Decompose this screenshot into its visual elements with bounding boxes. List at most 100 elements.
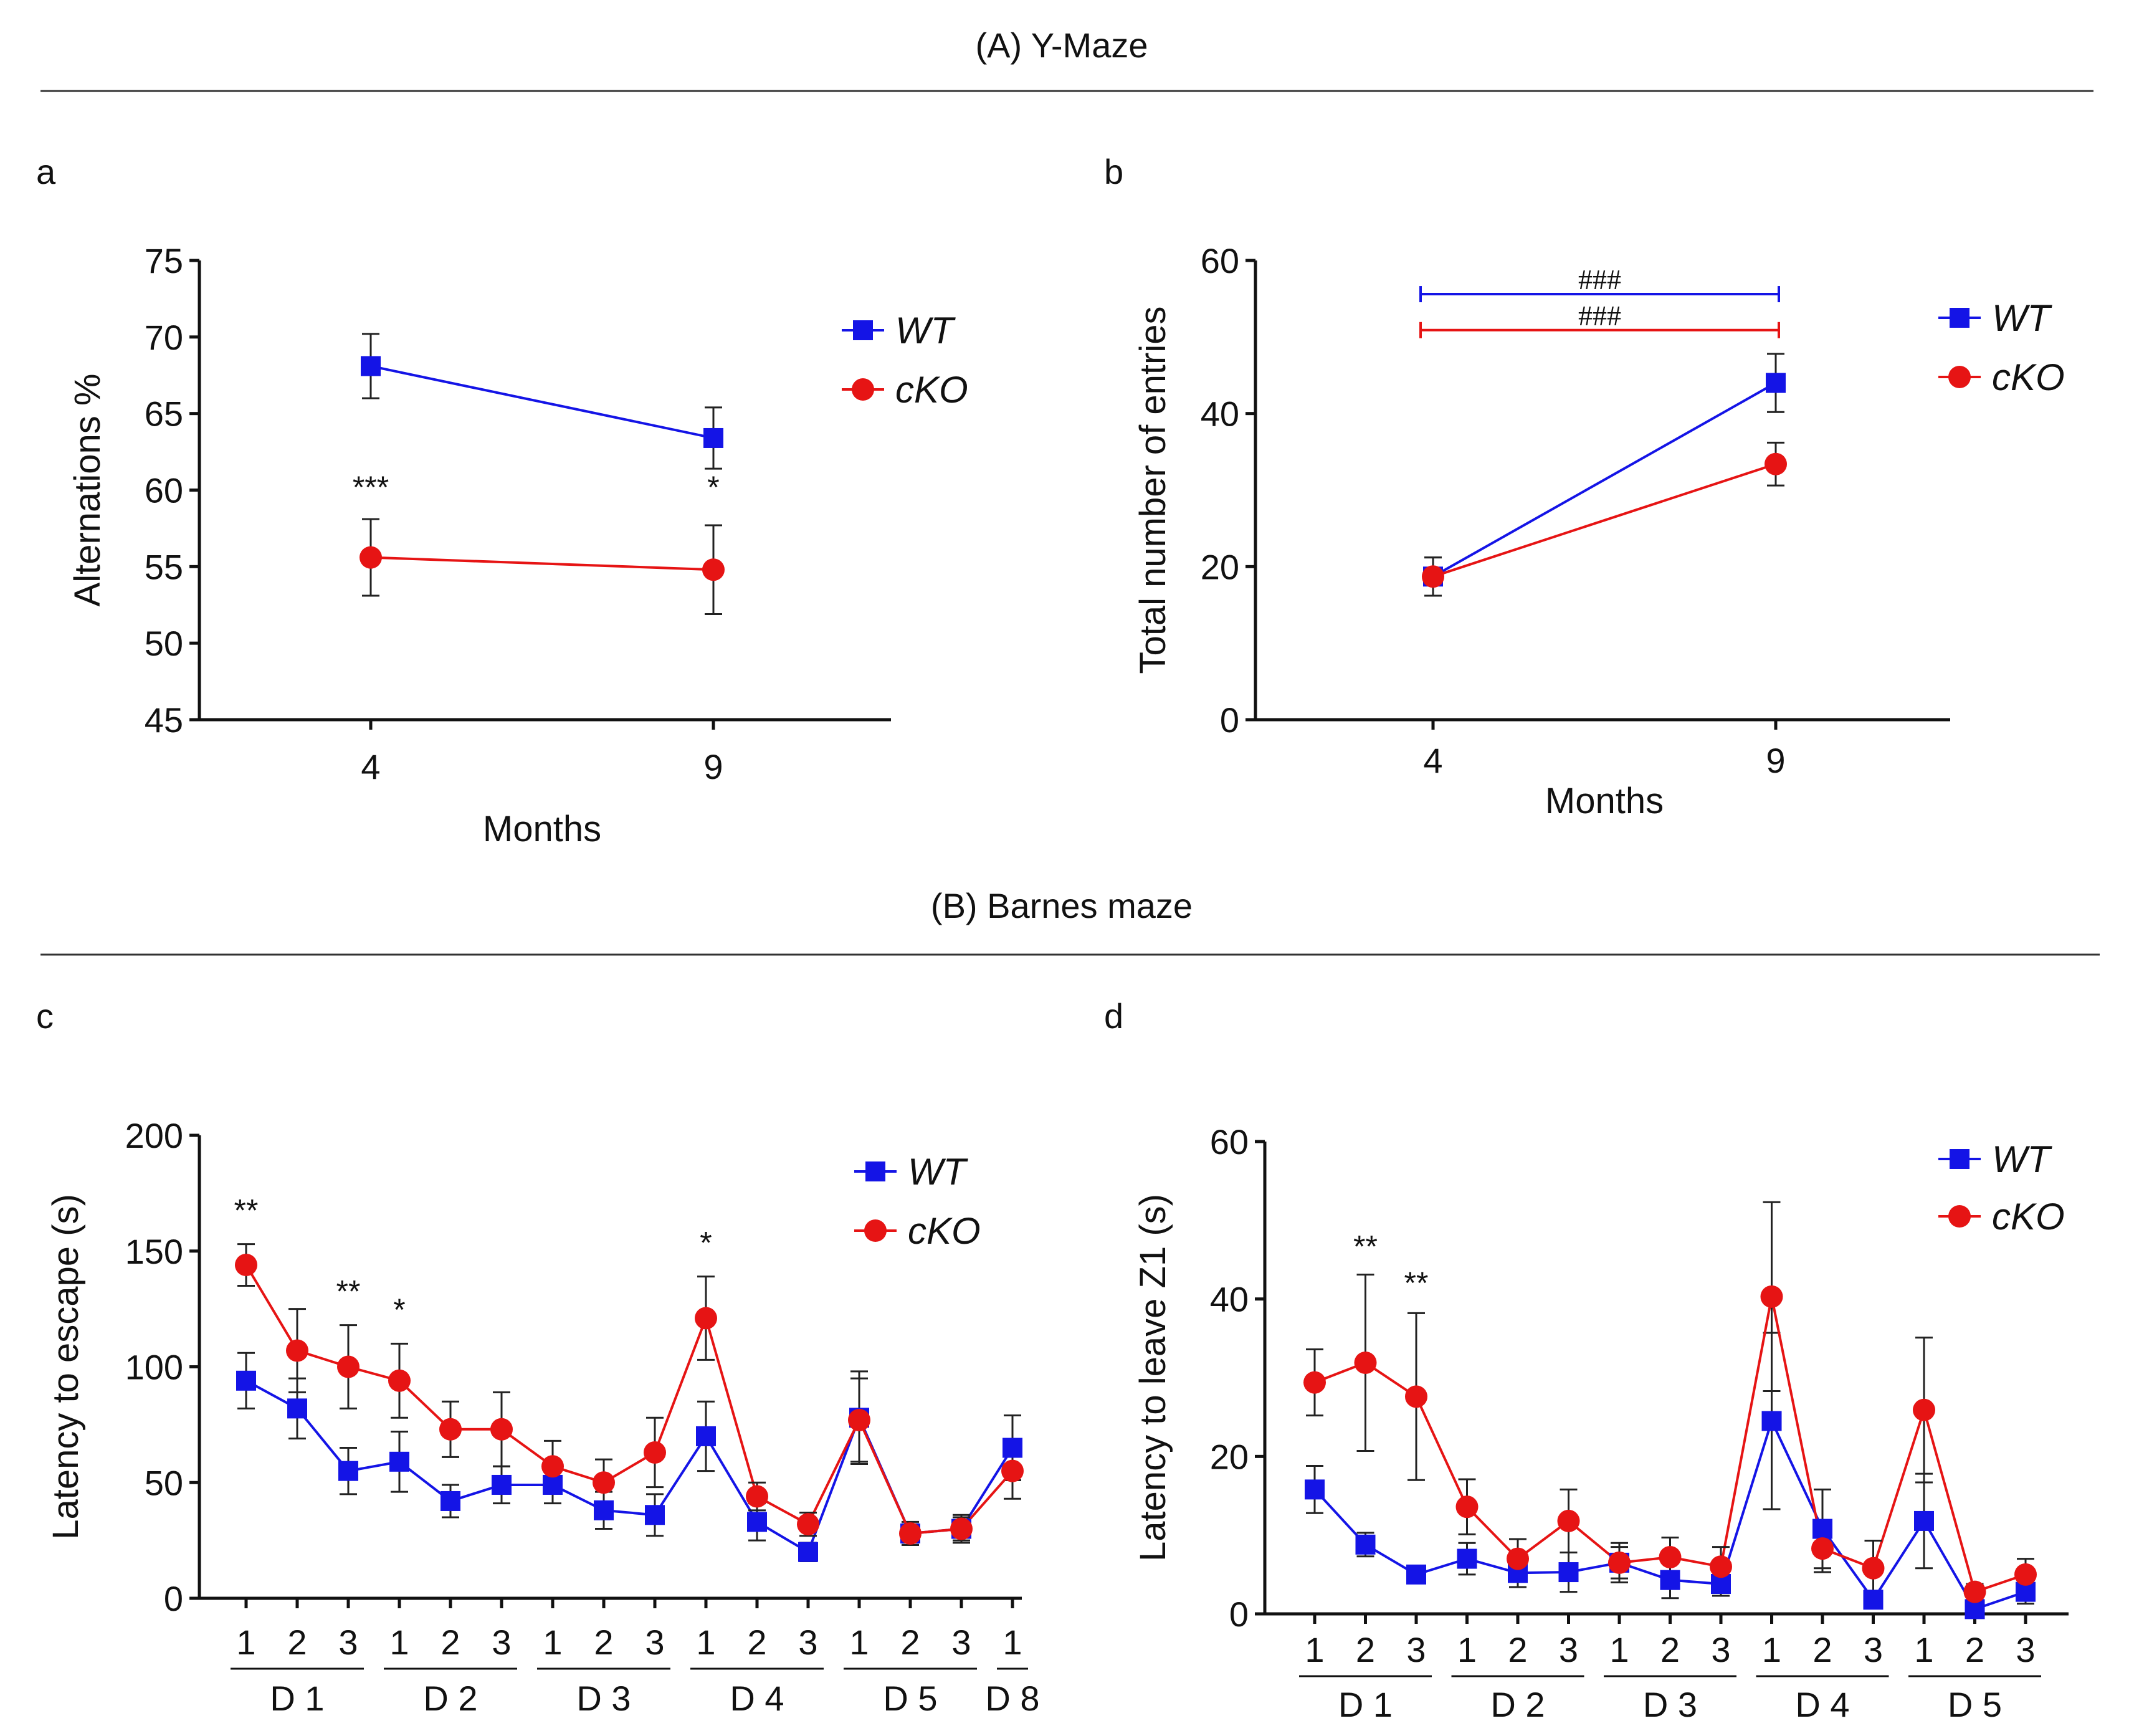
section-title-ymaze: (A) Y-Maze [976,26,1148,65]
group-label: D 8 [985,1679,1039,1718]
panel-letter-a: a [36,152,56,191]
y-tick-label: 150 [125,1232,183,1271]
point-wt [1558,1562,1579,1583]
point-cko [1455,1495,1479,1519]
point-cko [1405,1385,1427,1408]
x-tick-label: 3 [338,1623,358,1662]
x-tick-label: 2 [1812,1630,1832,1669]
legend-marker-cko [1948,366,1971,388]
point-cko [439,1418,462,1441]
point-cko [360,546,382,569]
legend-marker-cko [864,1219,887,1242]
x-tick-label: 3 [645,1623,664,1662]
point-wt [798,1542,818,1562]
point-cko [1765,452,1787,475]
y-tick-label: 65 [145,394,183,434]
legend-marker-wt [865,1161,885,1181]
legend-label: cKO [908,1210,981,1252]
point-wt [747,1512,767,1532]
y-tick-label: 60 [1201,241,1239,280]
group-label: D 2 [1490,1685,1545,1724]
point-cko [797,1513,819,1536]
x-tick-label: 1 [1762,1630,1781,1669]
y-axis-label: Latency to escape (s) [45,1194,86,1540]
point-wt [1003,1438,1022,1458]
point-wt [645,1505,665,1525]
point-cko [746,1485,768,1508]
legend-label: WT [908,1151,969,1193]
x-tick-label: 2 [287,1623,307,1662]
series-line-cko [245,1264,1014,1535]
x-tick-label: 3 [1559,1630,1578,1669]
point-wt [1305,1479,1325,1500]
point-wt [703,427,723,448]
y-tick-label: 0 [1229,1595,1249,1634]
point-wt [1761,1411,1782,1431]
y-tick-label: 200 [125,1116,183,1155]
group-label: D 4 [730,1679,784,1718]
point-wt [1812,1519,1832,1539]
y-tick-label: 20 [1201,547,1239,586]
y-tick-label: 20 [1210,1437,1249,1476]
point-wt [594,1500,614,1520]
y-tick-label: 0 [1220,700,1239,740]
y-tick-label: 55 [145,547,183,586]
x-tick-label: 3 [1406,1630,1426,1669]
y-axis-label: Total number of entries [1133,307,1173,674]
x-tick-label: 3 [2016,1630,2035,1669]
x-tick-label: 3 [1864,1630,1883,1669]
point-cko [950,1517,973,1540]
series-line-cko [1432,462,1776,578]
x-tick-label: 2 [1965,1630,1984,1669]
point-cko [1001,1459,1024,1482]
y-tick-label: 60 [1210,1122,1249,1161]
point-cko [337,1355,360,1378]
point-wt [1863,1590,1884,1610]
point-cko [1710,1555,1732,1578]
legend-label: cKO [1992,1196,2065,1238]
significance-label: ** [1404,1266,1429,1300]
point-wt [1766,373,1786,393]
point-cko [1862,1557,1885,1580]
series-line-wt [370,365,714,439]
point-wt [389,1451,409,1472]
y-tick-label: 50 [145,1463,183,1502]
group-label: D 1 [1338,1685,1393,1724]
x-axis-label: Months [1545,781,1664,821]
x-tick-label: 3 [798,1623,817,1662]
point-wt [361,356,381,376]
group-label: D 5 [883,1679,937,1718]
point-wt [492,1474,512,1495]
x-tick-label: 9 [703,747,723,786]
significance-label: ** [336,1274,361,1309]
x-tick-label: 2 [594,1623,613,1662]
x-tick-label: 1 [1457,1630,1477,1669]
point-cko [1303,1371,1326,1394]
y-tick-label: 100 [125,1348,183,1387]
significance-label: ** [1353,1229,1378,1264]
x-tick-label: 1 [849,1623,869,1662]
x-tick-label: 2 [747,1623,766,1662]
group-label: D 1 [270,1679,324,1718]
legend-marker-wt [853,320,873,340]
point-cko [1507,1547,1529,1570]
point-wt [1457,1548,1477,1569]
legend-label: WT [1992,297,2053,339]
section-title-barnes: (B) Barnes maze [931,886,1193,925]
y-axis-label: Latency to leave Z1 (s) [1133,1194,1173,1562]
point-cko [2014,1563,2037,1586]
point-cko [1760,1285,1783,1308]
x-tick-label: 4 [361,747,380,786]
y-tick-label: 75 [145,241,183,280]
point-cko [286,1339,308,1362]
significance-label: *** [353,470,389,505]
significance-label: * [707,470,719,505]
x-tick-label: 2 [1508,1630,1527,1669]
x-tick-label: 2 [900,1623,920,1662]
y-tick-label: 45 [145,700,183,740]
y-tick-label: 0 [164,1579,183,1618]
group-label: D 3 [576,1679,631,1718]
